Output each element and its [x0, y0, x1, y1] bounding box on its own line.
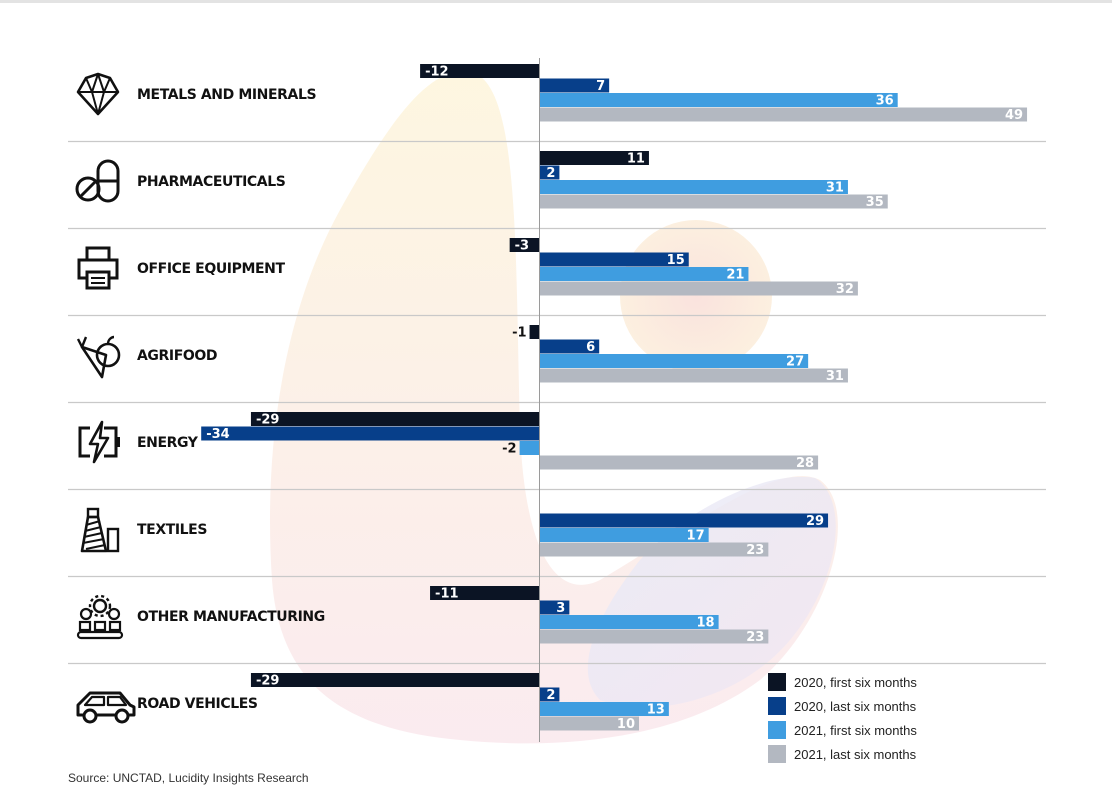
data-label: 2 — [546, 688, 555, 703]
bar — [539, 615, 719, 629]
printer-icon — [77, 246, 119, 290]
legend-label: 2020, first six months — [794, 674, 917, 690]
category-label: AGRIFOOD — [137, 348, 217, 364]
legend-item: 2020, first six months — [768, 670, 917, 694]
data-label: 6 — [586, 340, 595, 355]
bar — [539, 354, 809, 368]
bar — [250, 412, 540, 426]
category-label: OTHER MANUFACTURING — [137, 609, 325, 625]
data-label: -29 — [256, 674, 280, 689]
bar — [539, 107, 1028, 122]
bar — [539, 165, 560, 180]
data-label: 27 — [786, 355, 804, 370]
data-label: 11 — [627, 152, 645, 167]
data-label: 31 — [826, 369, 844, 384]
bar — [539, 194, 888, 209]
bar — [539, 629, 769, 644]
pill-icon — [75, 159, 120, 203]
category-label: TEXTILES — [137, 522, 207, 538]
bar — [539, 339, 600, 354]
category-label: PHARMACEUTICALS — [137, 174, 286, 190]
legend-swatch — [768, 745, 786, 763]
data-label: 29 — [806, 514, 824, 529]
bar — [539, 78, 610, 93]
gear-conveyor-icon — [76, 594, 124, 640]
data-label: 2 — [546, 166, 555, 181]
bar — [539, 368, 848, 383]
bar — [420, 64, 540, 78]
category-label: ENERGY — [137, 435, 199, 451]
data-label: 17 — [687, 529, 705, 544]
bar — [539, 281, 858, 296]
bar — [250, 673, 540, 687]
bar — [539, 513, 829, 528]
data-label: 18 — [697, 616, 715, 631]
data-label: 15 — [667, 253, 685, 268]
legend-swatch — [768, 697, 786, 715]
legend-label: 2021, last six months — [794, 746, 917, 762]
category-label: OFFICE EQUIPMENT — [137, 261, 285, 277]
legend-item: 2020, last six months — [768, 694, 917, 718]
bar — [509, 238, 540, 252]
data-label: -12 — [425, 65, 449, 80]
battery-bolt-icon — [78, 420, 120, 464]
legend-swatch — [768, 721, 786, 739]
bar — [539, 702, 669, 716]
category-label: METALS AND MINERALS — [137, 87, 316, 103]
data-label: -29 — [256, 413, 280, 428]
legend-item: 2021, last six months — [768, 742, 917, 766]
data-label: -1 — [512, 326, 526, 341]
data-label: 23 — [746, 543, 764, 558]
data-label: 49 — [1005, 108, 1023, 123]
data-label: 28 — [796, 456, 814, 471]
fruit-vegetable-icon — [76, 335, 121, 379]
data-label: 7 — [596, 79, 605, 94]
bar — [539, 93, 898, 107]
top-border — [0, 0, 1112, 3]
bar — [529, 325, 540, 339]
thread-spool-icon — [80, 507, 120, 553]
legend-label: 2021, first six months — [794, 722, 917, 738]
data-label: 23 — [746, 630, 764, 645]
bar — [539, 455, 819, 470]
data-label: 32 — [836, 282, 854, 297]
data-label: -11 — [435, 587, 459, 602]
legend-swatch — [768, 673, 786, 691]
bar — [539, 180, 848, 194]
source-note: Source: UNCTAD, Lucidity Insights Resear… — [68, 771, 309, 785]
bar — [539, 600, 570, 615]
data-label: 13 — [647, 703, 665, 718]
bar — [539, 542, 769, 557]
car-icon — [76, 691, 136, 724]
data-label: 31 — [826, 181, 844, 196]
bar — [539, 267, 749, 281]
data-label: 3 — [556, 601, 565, 616]
data-label: 36 — [876, 94, 894, 109]
diamond-icon — [76, 72, 120, 116]
legend-item: 2021, first six months — [768, 718, 917, 742]
data-label: -2 — [502, 442, 516, 457]
bar — [539, 716, 639, 731]
bar — [539, 528, 709, 542]
bar — [539, 252, 689, 267]
bar — [539, 151, 649, 165]
data-label: 21 — [726, 268, 744, 283]
legend: 2020, first six months 2020, last six mon… — [768, 670, 917, 766]
bar — [430, 586, 540, 600]
bar — [519, 441, 540, 455]
legend-label: 2020, last six months — [794, 698, 917, 714]
data-label: 10 — [617, 717, 635, 732]
data-label: -34 — [206, 427, 230, 442]
data-label: 35 — [866, 195, 884, 210]
category-label: ROAD VEHICLES — [137, 696, 258, 712]
data-label: -3 — [515, 239, 529, 254]
bar — [539, 687, 560, 702]
bar — [201, 426, 540, 441]
